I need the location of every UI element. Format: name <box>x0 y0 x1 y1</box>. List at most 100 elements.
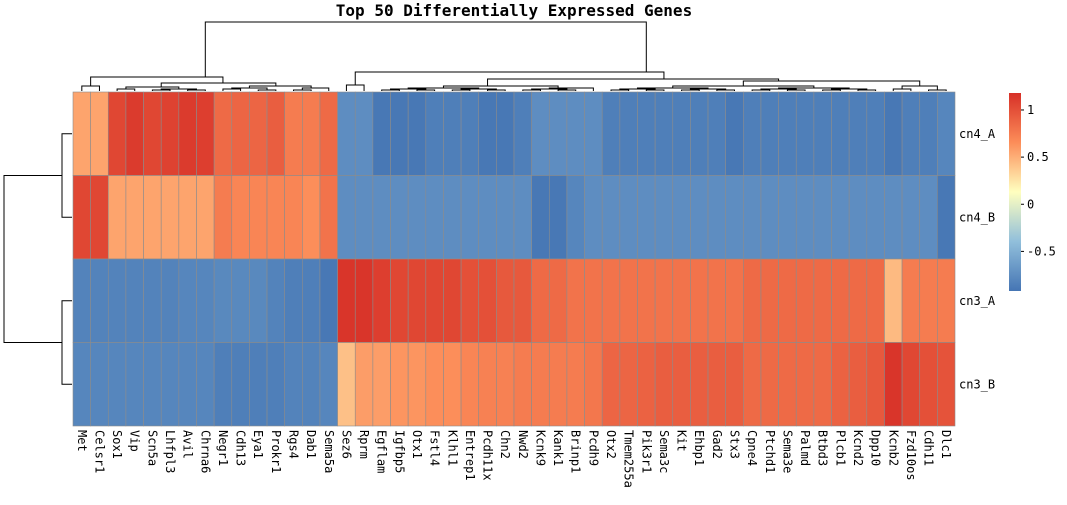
dendrogram-link <box>857 89 877 91</box>
column-label: Negr1 <box>216 430 230 466</box>
heatmap-cell <box>160 91 180 176</box>
dendrogram-link <box>487 78 780 86</box>
heatmap-cell <box>443 91 462 176</box>
heatmap-cell <box>566 175 585 260</box>
heatmap-cell <box>637 175 656 260</box>
heatmap-cell <box>848 91 868 176</box>
heatmap-cell <box>319 342 338 427</box>
heatmap-cell <box>478 91 497 176</box>
row-dendrogram <box>3 133 72 385</box>
heatmap-cells <box>72 91 956 427</box>
heatmap-cell <box>178 258 197 343</box>
heatmap-cell <box>513 175 532 260</box>
column-label: Cdh13 <box>234 430 248 466</box>
heatmap-cell <box>637 342 656 427</box>
heatmap-cell <box>584 175 603 260</box>
heatmap-cell <box>407 175 427 260</box>
heatmap-cell <box>143 342 162 427</box>
column-label: Sox1 <box>110 430 124 459</box>
heatmap-cell <box>937 258 956 343</box>
heatmap-cell <box>125 342 144 427</box>
heatmap-cell <box>937 175 956 260</box>
dendrogram-link <box>222 88 242 91</box>
heatmap-cell <box>196 258 215 343</box>
dendrogram-link <box>451 89 471 91</box>
column-label: Fzd10os <box>904 430 918 481</box>
heatmap-cell <box>690 175 709 260</box>
heatmap-cell <box>213 342 233 427</box>
heatmap-cell <box>531 342 550 427</box>
heatmap-cell <box>760 342 779 427</box>
heatmap-cell <box>125 91 144 176</box>
dendrogram-link <box>645 89 665 91</box>
dendrogram-link <box>125 86 180 89</box>
dendrogram-link <box>716 89 735 91</box>
colorbar-tick-label: 0 <box>1027 197 1034 211</box>
heatmap-cell <box>249 342 268 427</box>
heatmap-cell <box>831 91 850 176</box>
heatmap-cell <box>125 175 144 260</box>
heatmap-cell <box>213 175 233 260</box>
heatmap-cell <box>760 91 779 176</box>
heatmap-cell <box>213 91 233 176</box>
dendrogram-link <box>416 89 436 91</box>
dendrogram-link <box>610 89 630 91</box>
dendrogram-link <box>822 89 841 91</box>
heatmap-cell <box>813 175 832 260</box>
heatmap-cell <box>848 258 868 343</box>
column-label: Sema5a <box>322 430 336 473</box>
heatmap-cell <box>425 175 444 260</box>
heatmap-cell <box>143 175 162 260</box>
dendrogram-link <box>742 80 921 86</box>
heatmap-cell <box>866 91 885 176</box>
heatmap-cell <box>407 342 427 427</box>
heatmap-cell <box>690 91 709 176</box>
heatmap-cell <box>90 175 109 260</box>
column-label: Gad2 <box>710 430 724 459</box>
column-label: Tmem255a <box>622 430 636 488</box>
heatmap-cell <box>654 175 674 260</box>
column-label: Pcdh9 <box>586 430 600 466</box>
column-label: Ptchd1 <box>763 430 777 473</box>
heatmap-cell <box>901 342 921 427</box>
column-label: Fstl4 <box>428 430 442 466</box>
heatmap-cell <box>743 91 762 176</box>
colorbar-tick-label: -0.5 <box>1027 244 1056 258</box>
dendrogram-link <box>354 71 665 85</box>
heatmap-cell <box>178 175 197 260</box>
dendrogram-link <box>786 89 806 91</box>
heatmap-cell <box>107 175 127 260</box>
heatmap-cell <box>284 175 303 260</box>
heatmap-cell <box>743 342 762 427</box>
dendrogram-link <box>522 89 541 91</box>
heatmap-cell <box>848 342 868 427</box>
heatmap-cell <box>478 342 497 427</box>
column-label: Pik3r1 <box>639 430 653 473</box>
heatmap-cell <box>249 258 268 343</box>
heatmap-cell <box>619 175 638 260</box>
heatmap-cell <box>566 258 585 343</box>
column-label: Sema3c <box>657 430 671 473</box>
heatmap-cell <box>937 342 956 427</box>
heatmap-cell <box>249 175 268 260</box>
heatmap-cell <box>531 91 550 176</box>
row-label: cn3_B <box>959 377 995 391</box>
heatmap-cell <box>72 342 91 427</box>
heatmap-cell <box>884 175 903 260</box>
heatmap-cell <box>213 258 233 343</box>
heatmap-cell <box>725 175 744 260</box>
heatmap-cell <box>866 342 885 427</box>
heatmap-cell <box>496 258 515 343</box>
colorbar-tick-label: 0.5 <box>1027 150 1049 164</box>
column-label: Sema3e <box>780 430 794 473</box>
heatmap-cell <box>496 342 515 427</box>
heatmap-cell <box>390 175 409 260</box>
column-label: Rgs4 <box>287 430 301 459</box>
heatmap-cell <box>548 91 568 176</box>
heatmap-cell <box>72 258 91 343</box>
heatmap-cell <box>460 258 480 343</box>
heatmap-cell <box>778 258 797 343</box>
heatmap-cell <box>778 342 797 427</box>
column-label: Vip <box>128 430 142 452</box>
column-dendrogram <box>81 21 947 91</box>
